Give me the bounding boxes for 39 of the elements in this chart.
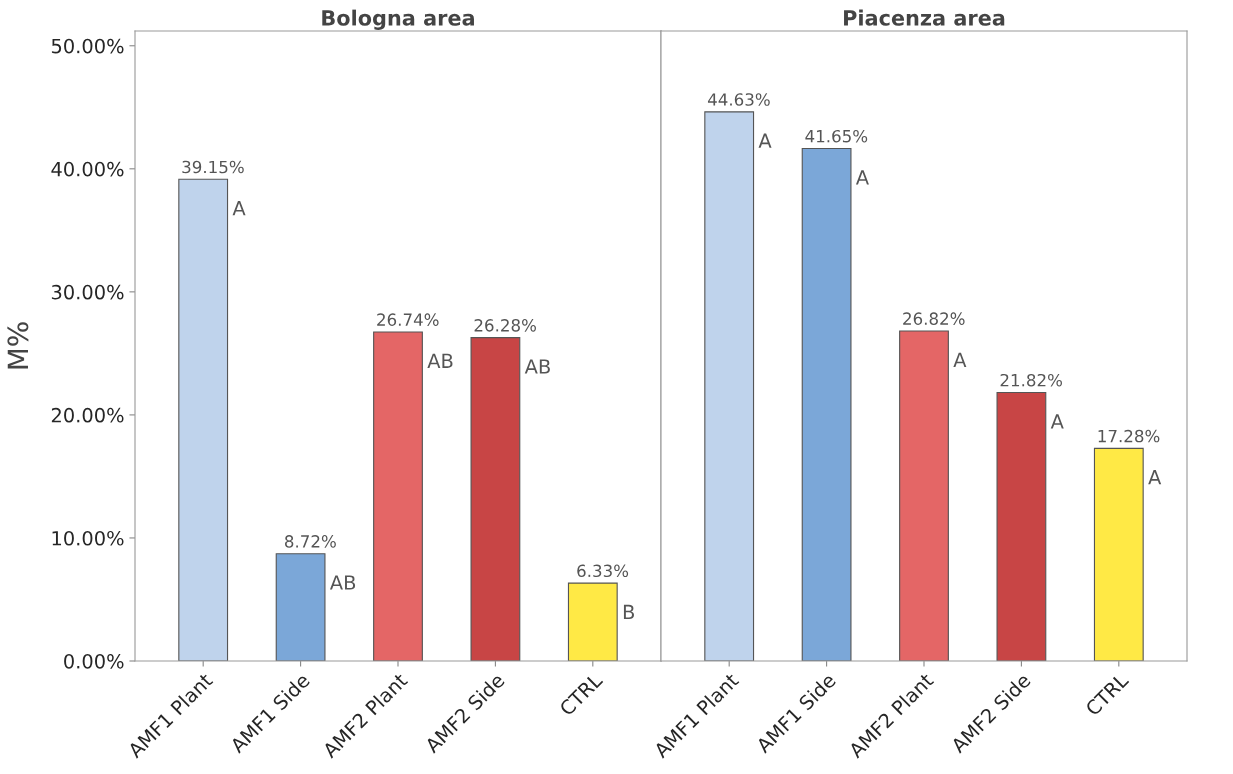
annotation: B — [623, 604, 634, 620]
data-label: 39.15% — [182, 160, 244, 174]
data-label: 8.72% — [284, 535, 336, 548]
annotation: A — [953, 352, 967, 367]
y-tick-label: 30.00% — [51, 284, 124, 300]
chart-title: Bologna area — [322, 9, 474, 30]
data-label: 44.63% — [707, 93, 770, 106]
data-label: 26.28% — [474, 319, 536, 332]
bar — [373, 331, 423, 661]
data-label: 41.65% — [805, 129, 868, 143]
y-tick-label: 40.00% — [51, 161, 124, 177]
bar — [178, 178, 229, 661]
bar — [1093, 447, 1144, 661]
annotation: AB — [427, 353, 453, 368]
annotation: AB — [329, 575, 356, 590]
data-label: 26.74% — [377, 313, 439, 326]
bar — [470, 337, 521, 661]
bar — [996, 391, 1047, 661]
y-axis-title: M% — [7, 322, 29, 369]
data-label: 21.82% — [1000, 373, 1062, 387]
y-tick-label: 0.00% — [64, 653, 124, 669]
annotation: A — [1050, 414, 1064, 429]
annotation: A — [1148, 470, 1162, 485]
annotation: A — [232, 201, 246, 216]
annotation: AB — [524, 359, 550, 374]
bar — [704, 111, 755, 661]
data-label: 17.28% — [1098, 429, 1160, 443]
bar — [801, 147, 852, 661]
y-tick-label: 50.00% — [51, 38, 124, 54]
annotation: A — [855, 170, 869, 185]
bar — [899, 330, 949, 661]
annotation: A — [758, 133, 772, 148]
bar — [567, 582, 618, 661]
y-tick-label: 20.00% — [51, 407, 124, 423]
data-label: 26.82% — [903, 312, 965, 325]
data-label: 6.33% — [577, 564, 629, 578]
chart-title: Piacenza area — [844, 9, 1005, 26]
bar — [275, 553, 326, 661]
y-tick-label: 10.00% — [52, 530, 124, 546]
